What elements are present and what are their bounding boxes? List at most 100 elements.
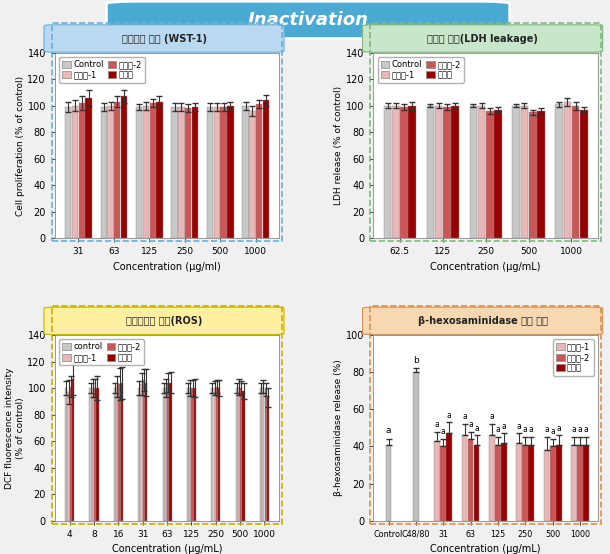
Bar — [520, 106, 528, 238]
Text: a: a — [447, 411, 451, 419]
Bar — [92, 388, 94, 521]
Text: a: a — [544, 425, 549, 434]
Bar — [240, 388, 242, 521]
Bar — [489, 435, 495, 521]
Text: Inactivation: Inactivation — [248, 11, 368, 29]
Bar — [447, 433, 452, 521]
Bar — [451, 106, 459, 238]
X-axis label: Concentration (μg/ml): Concentration (μg/ml) — [113, 262, 221, 272]
Text: a: a — [474, 423, 479, 433]
Bar — [440, 447, 446, 521]
Bar — [242, 106, 249, 238]
Bar — [220, 107, 227, 238]
Bar — [522, 445, 528, 521]
Bar — [118, 384, 121, 521]
Bar — [116, 387, 118, 521]
Bar — [107, 106, 113, 238]
Bar — [178, 107, 185, 238]
Bar — [260, 388, 262, 521]
Bar — [68, 392, 70, 521]
X-axis label: Concentration (μg/mL): Concentration (μg/mL) — [112, 545, 222, 554]
Text: a: a — [556, 423, 561, 433]
Bar — [167, 383, 170, 521]
Bar — [143, 106, 149, 238]
Bar — [138, 388, 140, 521]
Bar — [194, 388, 196, 521]
Bar — [187, 388, 189, 521]
Bar — [529, 112, 537, 238]
Text: a: a — [529, 425, 534, 434]
Bar — [577, 445, 583, 521]
Bar — [192, 388, 194, 521]
Bar — [72, 379, 74, 521]
Bar — [435, 106, 442, 238]
Bar — [235, 388, 238, 521]
Bar — [556, 445, 562, 521]
Bar — [85, 98, 92, 238]
Bar — [413, 372, 418, 521]
Bar — [263, 100, 269, 238]
Bar — [189, 388, 192, 521]
Y-axis label: DCF fluorescence intensity
(% of control): DCF fluorescence intensity (% of control… — [5, 367, 24, 489]
Legend: 국내산-1, 국내산-2, 미국산: 국내산-1, 국내산-2, 미국산 — [553, 339, 594, 376]
Y-axis label: LDH release (% of control): LDH release (% of control) — [334, 86, 343, 205]
Text: a: a — [468, 420, 473, 429]
FancyBboxPatch shape — [362, 307, 603, 335]
Text: b: b — [413, 356, 418, 365]
Text: a: a — [572, 425, 576, 434]
Bar — [211, 388, 213, 521]
Bar — [65, 107, 71, 238]
Bar — [495, 445, 501, 521]
X-axis label: Concentration (μg/mL): Concentration (μg/mL) — [431, 262, 541, 272]
Bar — [121, 383, 123, 521]
Text: a: a — [578, 425, 583, 434]
Bar — [249, 111, 256, 238]
Bar — [96, 388, 99, 521]
FancyBboxPatch shape — [362, 25, 603, 52]
Text: a: a — [523, 425, 528, 434]
Bar — [470, 106, 477, 238]
Bar — [517, 443, 522, 521]
Bar — [192, 107, 198, 238]
Bar — [140, 384, 143, 521]
Bar — [474, 445, 479, 521]
Bar — [392, 106, 400, 238]
Text: a: a — [550, 427, 555, 436]
Bar — [145, 383, 147, 521]
Bar — [580, 110, 587, 238]
Bar — [165, 388, 167, 521]
Legend: Control, 국내산-1, 국내산-2, 미국산: Control, 국내산-1, 국내산-2, 미국산 — [59, 57, 145, 83]
Bar — [265, 389, 267, 521]
Bar — [216, 387, 218, 521]
Bar — [207, 107, 214, 238]
Bar — [462, 435, 467, 521]
Bar — [72, 106, 78, 238]
Bar — [386, 445, 391, 521]
Legend: Control, 국내산-1, 국내산-2, 미국산: Control, 국내산-1, 국내산-2, 미국산 — [378, 57, 464, 83]
Text: a: a — [584, 425, 589, 434]
Bar — [443, 107, 451, 238]
Text: a: a — [495, 425, 500, 434]
Bar — [70, 387, 72, 521]
Bar — [434, 441, 440, 521]
Bar — [486, 111, 493, 238]
Bar — [256, 104, 262, 238]
Text: a: a — [435, 420, 440, 429]
Bar — [555, 104, 563, 238]
Bar — [171, 107, 178, 238]
Bar — [79, 103, 85, 238]
Bar — [162, 388, 165, 521]
Bar — [94, 388, 96, 521]
Bar — [494, 110, 502, 238]
Text: 세포성장 저해 (WST-1): 세포성장 저해 (WST-1) — [121, 33, 207, 44]
FancyBboxPatch shape — [106, 1, 510, 39]
Bar — [170, 383, 171, 521]
Bar — [501, 443, 507, 521]
Bar — [528, 445, 534, 521]
Bar — [156, 102, 163, 238]
Bar — [262, 387, 264, 521]
FancyBboxPatch shape — [44, 307, 284, 335]
Bar — [408, 106, 416, 238]
Text: 활성산소증 분석(ROS): 활성산소증 분석(ROS) — [126, 316, 202, 326]
X-axis label: Concentration (μg/mL): Concentration (μg/mL) — [431, 545, 541, 554]
